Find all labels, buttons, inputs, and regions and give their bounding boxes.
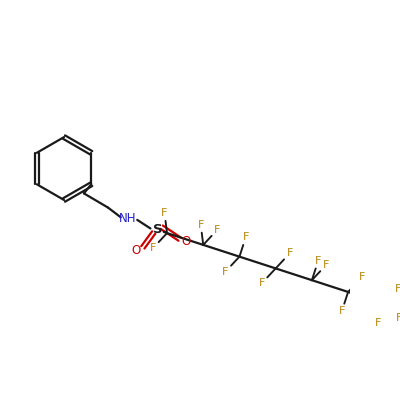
Text: F: F xyxy=(286,248,293,258)
Text: F: F xyxy=(338,306,345,316)
Text: F: F xyxy=(359,272,365,282)
Text: F: F xyxy=(396,313,400,323)
Text: F: F xyxy=(198,220,204,230)
Text: F: F xyxy=(395,284,400,294)
Text: O: O xyxy=(132,244,141,257)
Text: F: F xyxy=(375,318,381,328)
Text: S: S xyxy=(153,223,162,236)
Text: F: F xyxy=(150,243,156,253)
Text: F: F xyxy=(222,267,229,277)
Text: F: F xyxy=(214,225,220,235)
Text: F: F xyxy=(315,256,322,266)
Text: F: F xyxy=(243,232,249,242)
Text: F: F xyxy=(161,208,168,218)
Text: F: F xyxy=(323,260,329,270)
Text: NH: NH xyxy=(119,212,137,225)
Text: O: O xyxy=(181,235,190,248)
Text: F: F xyxy=(258,278,265,288)
